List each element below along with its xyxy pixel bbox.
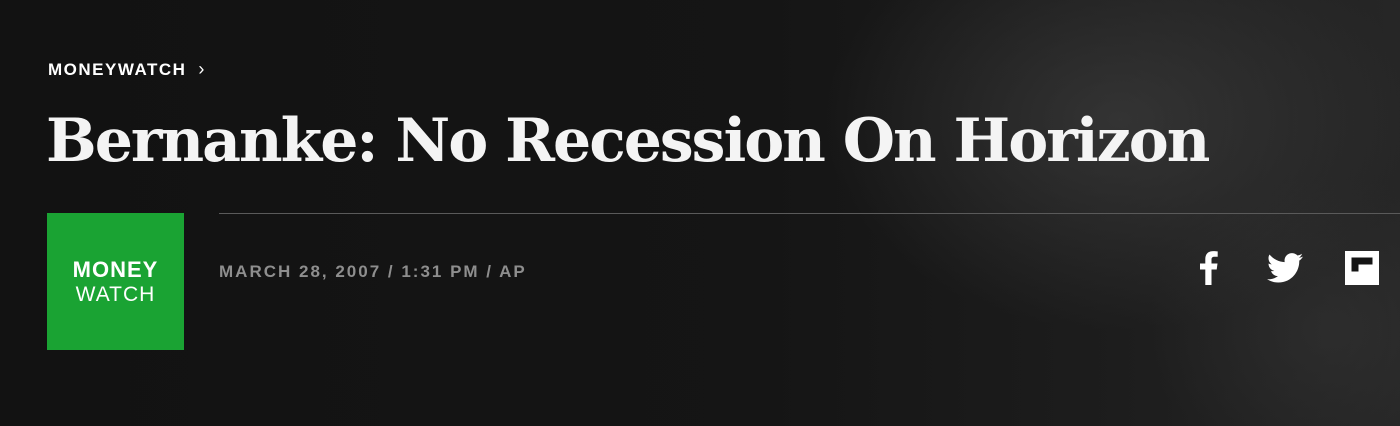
logo-line2: WATCH [75,282,156,306]
facebook-icon [1200,251,1218,285]
facebook-share-button[interactable] [1194,250,1224,286]
page-title: Bernanke: No Recession On Horizon [46,106,1210,176]
twitter-icon [1267,253,1303,283]
chevron-right-icon: › [198,59,206,79]
article-byline: MARCH 28, 2007 / 1:31 PM / AP [219,262,527,281]
divider [219,213,1400,214]
breadcrumb[interactable]: MONEYWATCH › [48,59,206,80]
twitter-share-button[interactable] [1264,250,1306,286]
moneywatch-logo[interactable]: MONEY WATCH [47,213,184,350]
flipboard-icon [1345,251,1379,285]
logo-line1: MONEY [72,256,159,282]
flipboard-share-button[interactable] [1344,250,1380,286]
breadcrumb-section-link[interactable]: MONEYWATCH [48,60,187,79]
